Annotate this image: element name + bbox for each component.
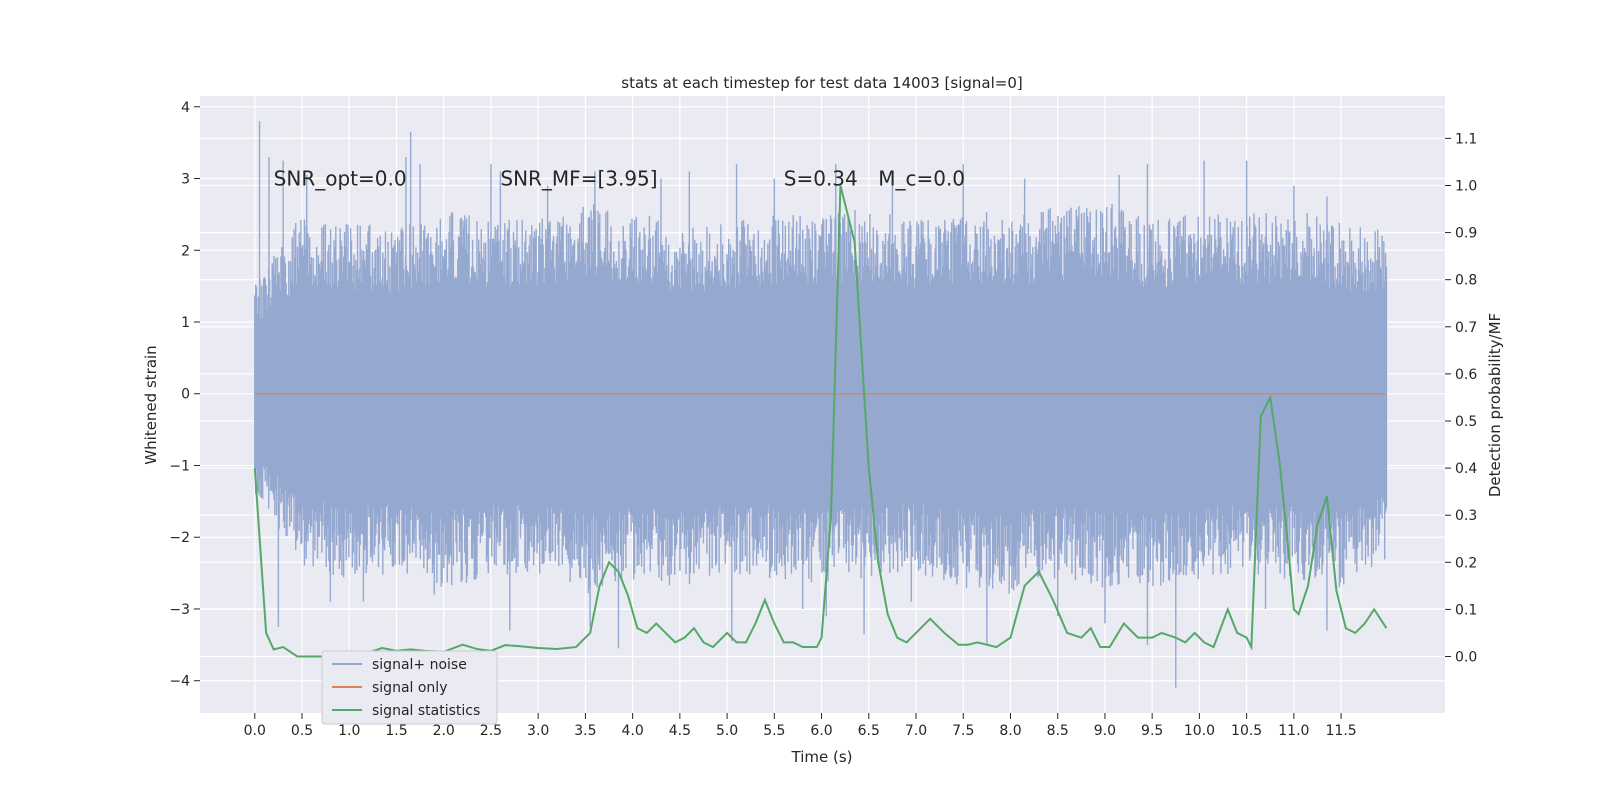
x-tick-label: 8.0 [999, 723, 1021, 739]
noise-trace [254, 121, 1388, 688]
y2-tick-label: 0.6 [1455, 367, 1477, 383]
x-tick-label: 3.5 [574, 723, 596, 739]
y2-tick-label: 0.2 [1455, 555, 1477, 571]
x-tick-label: 7.5 [952, 723, 974, 739]
y2-tick-label: 1.1 [1455, 131, 1477, 147]
y-tick-label: 0 [181, 387, 190, 403]
y2-axis-title: Detection probability/MF [1486, 313, 1504, 497]
y2-tick-label: 0.1 [1455, 602, 1477, 618]
y-axis-title: Whitened strain [142, 345, 160, 464]
x-tick-label: 1.0 [338, 723, 360, 739]
y-tick-label: −3 [169, 602, 190, 618]
annotation: SNR_opt=0.0 [274, 167, 407, 191]
x-tick-label: 5.5 [763, 723, 785, 739]
x-tick-label: 2.0 [433, 723, 455, 739]
y2-tick-label: 0.3 [1455, 508, 1477, 524]
legend-label: signal+ noise [372, 657, 467, 673]
y2-tick-label: 0.9 [1455, 226, 1477, 242]
x-tick-label: 1.5 [385, 723, 407, 739]
x-tick-label: 5.0 [716, 723, 738, 739]
y-axis-right: 0.0 0.1 0.2 0.3 0.4 0.5 0.6 0.7 0.8 0.9 1.0 1.1 [1445, 131, 1477, 665]
chart-title: stats at each timestep for test data 140… [621, 74, 1022, 92]
annotations: SNR_opt=0.0 SNR_MF=[3.95] S=0.34 M_c=0.0 [274, 167, 965, 191]
legend-label: signal statistics [372, 703, 480, 719]
y-tick-label: −2 [169, 530, 190, 546]
annotation: S=0.34 [784, 167, 858, 191]
x-tick-label: 11.5 [1326, 723, 1357, 739]
x-tick-label: 4.5 [669, 723, 691, 739]
legend-label: signal only [372, 680, 447, 696]
x-tick-label: 3.0 [527, 723, 549, 739]
y-tick-label: −1 [169, 458, 190, 474]
y-tick-label: 1 [181, 315, 190, 331]
x-tick-label: 8.5 [1047, 723, 1069, 739]
y-tick-label: 3 [181, 172, 190, 188]
y2-tick-label: 1.0 [1455, 178, 1477, 194]
y2-tick-label: 0.5 [1455, 414, 1477, 430]
legend-box [321, 650, 498, 725]
y-axis-left: −4 −3 −2 −1 0 1 2 3 4 [169, 100, 200, 690]
y2-tick-label: 0.8 [1455, 273, 1477, 289]
y2-tick-label: 0.4 [1455, 461, 1477, 477]
x-axis-title: Time (s) [791, 748, 853, 766]
x-tick-label: 0.5 [291, 723, 313, 739]
series-signal-statistics [253, 185, 1388, 658]
x-tick-label: 10.0 [1184, 723, 1215, 739]
x-tick-label: 6.0 [810, 723, 832, 739]
x-tick-label: 0.0 [244, 723, 266, 739]
x-tick-label: 6.5 [858, 723, 880, 739]
signal-statistics-line [253, 185, 1388, 658]
x-tick-label: 9.0 [1094, 723, 1116, 739]
x-axis: 0.0 0.5 1.0 1.5 2.0 2.5 3.0 3.5 4.0 4.5 5.0 5.5 6.0 6… [244, 713, 1357, 739]
y-tick-label: 2 [181, 243, 190, 259]
y-tick-label: −4 [169, 674, 190, 690]
x-tick-label: 7.0 [905, 723, 927, 739]
x-tick-label: 9.5 [1141, 723, 1163, 739]
y2-tick-label: 0.0 [1455, 649, 1477, 665]
x-tick-label: 11.0 [1278, 723, 1309, 739]
y2-tick-label: 0.7 [1455, 320, 1477, 336]
y-tick-label: 4 [181, 100, 190, 116]
x-tick-label: 2.5 [480, 723, 502, 739]
annotation: SNR_MF=[3.95] [500, 167, 657, 191]
x-tick-label: 10.5 [1231, 723, 1262, 739]
annotation: M_c=0.0 [878, 167, 965, 191]
x-tick-label: 4.0 [621, 723, 643, 739]
legend: signal+ noise signal only signal statistic… [321, 650, 498, 725]
